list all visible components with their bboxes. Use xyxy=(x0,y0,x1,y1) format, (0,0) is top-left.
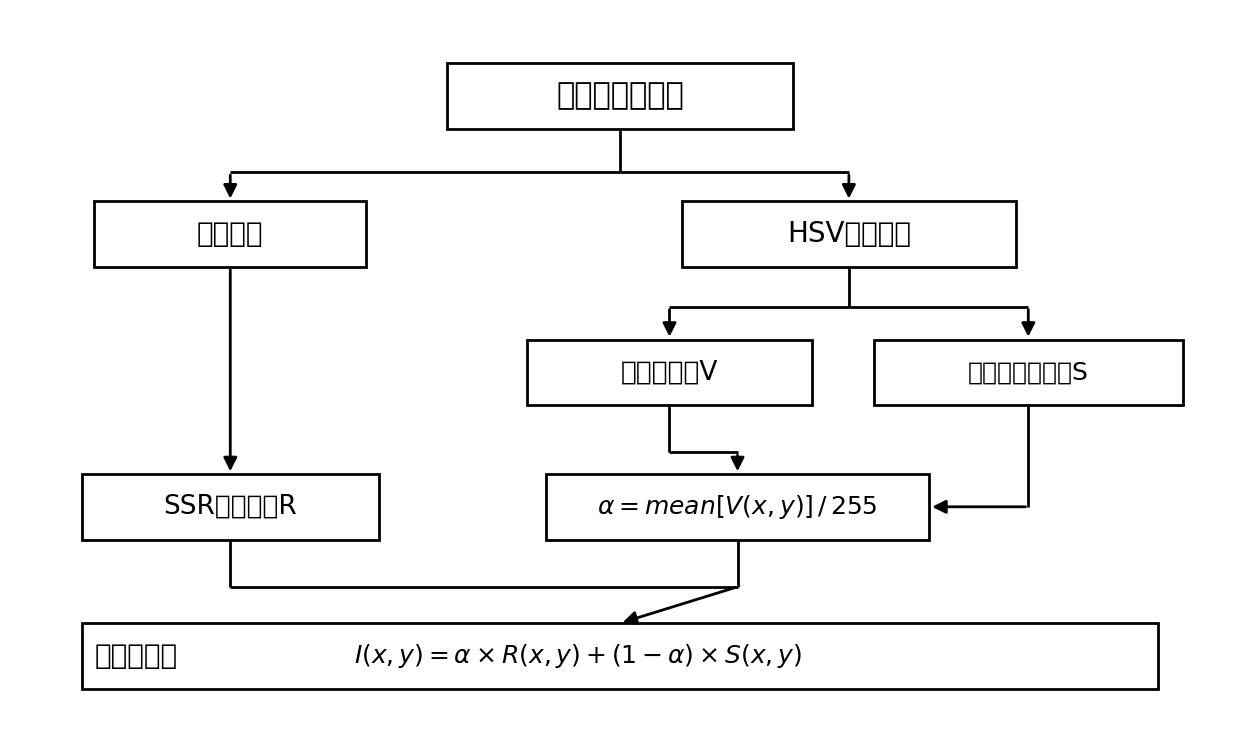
FancyBboxPatch shape xyxy=(94,201,366,267)
FancyBboxPatch shape xyxy=(874,339,1183,405)
Text: $I(x,y)=\alpha \times R(x,y)+(1-\alpha)\times S(x,y)$: $I(x,y)=\alpha \times R(x,y)+(1-\alpha)\… xyxy=(353,642,802,670)
FancyBboxPatch shape xyxy=(546,474,929,539)
Text: 灰度图像: 灰度图像 xyxy=(197,220,264,248)
FancyBboxPatch shape xyxy=(446,64,794,128)
FancyBboxPatch shape xyxy=(82,474,378,539)
Text: 明亮度图像V: 明亮度图像V xyxy=(621,359,718,385)
Text: $\alpha = mean[V(x,y)]\,/\,255$: $\alpha = mean[V(x,y)]\,/\,255$ xyxy=(598,493,878,520)
Text: HSV颜色空间: HSV颜色空间 xyxy=(787,220,911,248)
FancyBboxPatch shape xyxy=(682,201,1016,267)
Text: 融合后图像: 融合后图像 xyxy=(94,642,177,670)
Text: 色彩饱和度图像S: 色彩饱和度图像S xyxy=(968,361,1089,384)
FancyBboxPatch shape xyxy=(82,623,1158,688)
FancyBboxPatch shape xyxy=(527,339,812,405)
Text: 左相机校正图像: 左相机校正图像 xyxy=(556,82,684,110)
Text: SSR增强图像R: SSR增强图像R xyxy=(164,493,298,520)
